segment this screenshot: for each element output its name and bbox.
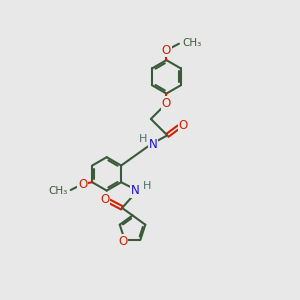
Text: H: H <box>142 181 151 191</box>
Text: O: O <box>162 44 171 57</box>
Text: H: H <box>139 134 148 144</box>
Text: CH₃: CH₃ <box>48 186 67 196</box>
Text: O: O <box>162 97 171 110</box>
Text: O: O <box>178 119 188 132</box>
Text: O: O <box>118 235 128 248</box>
Text: N: N <box>149 138 158 151</box>
Text: O: O <box>100 193 110 206</box>
Text: O: O <box>78 178 87 190</box>
Text: N: N <box>131 184 140 197</box>
Text: CH₃: CH₃ <box>182 38 202 48</box>
